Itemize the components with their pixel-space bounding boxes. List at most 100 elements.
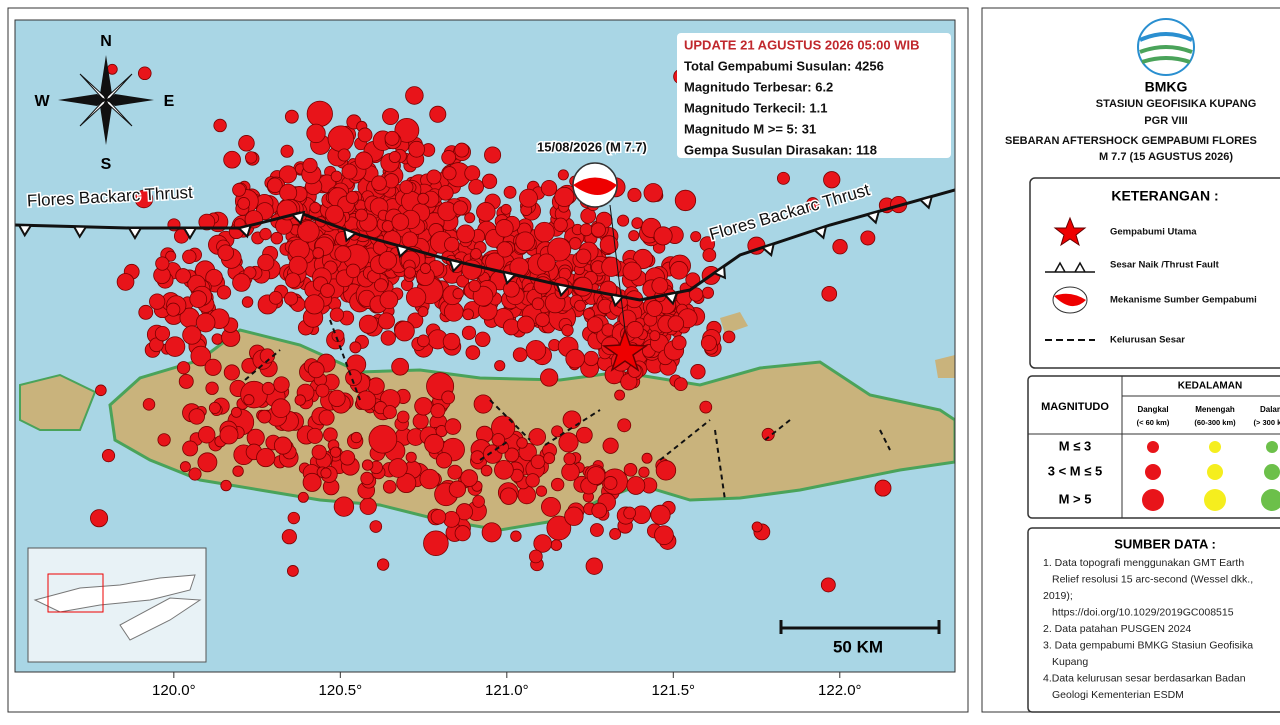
aftershock [318, 409, 335, 426]
aftershock [284, 291, 299, 306]
aftershock [190, 345, 211, 367]
depth-symbol [1147, 441, 1159, 453]
aftershock [241, 296, 254, 308]
island [19, 373, 97, 431]
source-line: https://doi.org/10.1029/2019GC008515 [1052, 606, 1234, 618]
aftershock [217, 244, 235, 261]
thrust-tooth [395, 243, 411, 259]
aftershock [472, 495, 485, 508]
depth-symbol [1266, 441, 1278, 453]
aftershock [455, 503, 473, 521]
sources-title: SUMBER DATA : [1114, 536, 1216, 551]
aftershock [626, 321, 644, 339]
aftershock [823, 171, 841, 189]
aftershock [874, 479, 892, 497]
aftershock [614, 389, 626, 401]
aftershock [448, 480, 467, 498]
aftershock [557, 169, 569, 181]
aftershock [472, 285, 494, 307]
aftershock [435, 452, 453, 469]
legend-beachball [1052, 286, 1088, 314]
thrust-tooth [760, 242, 776, 257]
aftershock [468, 178, 484, 195]
aftershock [494, 360, 506, 372]
aftershock [454, 142, 470, 158]
aftershock [142, 398, 156, 411]
aftershock [599, 235, 619, 254]
aftershock [700, 335, 717, 352]
aftershock [349, 341, 362, 354]
update-line: Magnitudo Terbesar: 6.2 [684, 79, 833, 94]
depth-symbol [1142, 489, 1164, 511]
thrust-tooth [812, 224, 828, 240]
aftershock [306, 427, 323, 444]
aftershock [369, 520, 383, 533]
aftershock [464, 212, 476, 224]
aftershock [341, 163, 358, 180]
magnitude-header: MAGNITUDO [1041, 401, 1109, 413]
aftershock [405, 287, 427, 308]
aftershock [323, 427, 338, 443]
aftershock [462, 308, 474, 321]
aftershock [761, 427, 775, 441]
aftershock [669, 261, 689, 280]
aftershock [401, 231, 419, 249]
aftershock [312, 247, 325, 259]
aftershock [649, 330, 661, 342]
aftershock [654, 525, 674, 546]
aftershock [382, 405, 397, 420]
aftershock [357, 127, 373, 143]
scale-label: 50 KM [833, 637, 883, 656]
aftershock [563, 452, 577, 466]
aftershock [270, 231, 284, 245]
aftershock [285, 272, 301, 289]
aftershock [287, 565, 299, 577]
aftershock [138, 304, 154, 320]
aftershock [575, 426, 593, 444]
aftershock [690, 231, 702, 243]
depth-symbol [1204, 489, 1226, 511]
aftershock [361, 459, 374, 471]
aftershock [461, 325, 477, 340]
update-box [677, 33, 951, 158]
aftershock [179, 461, 191, 473]
island [935, 355, 955, 378]
aftershock [586, 316, 604, 333]
aftershock [562, 410, 582, 430]
aftershock [590, 222, 606, 238]
aftershock [149, 293, 166, 310]
aftershock [205, 268, 223, 287]
source-line: 3. Data gempabumi BMKG Stasiun Geofisika [1043, 639, 1253, 651]
aftershock [667, 315, 685, 332]
region: PGR VIII [1144, 115, 1187, 127]
aftershock [237, 197, 251, 210]
aftershock [243, 394, 255, 406]
aftershock [302, 157, 318, 174]
aftershock [502, 318, 520, 336]
aftershock [651, 277, 669, 295]
aftershock [154, 326, 171, 342]
aftershock [259, 348, 275, 364]
update-line: Magnitudo M >= 5: 31 [684, 121, 816, 136]
aftershock [232, 182, 246, 197]
depth-column: (< 60 km) [1137, 418, 1170, 427]
lon-tick-label: 121.0° [485, 682, 529, 699]
aftershock [454, 525, 471, 542]
aftershock [220, 479, 232, 492]
legend-item: Sesar Naik /Thrust Fault [1110, 260, 1220, 271]
inset-land [33, 574, 196, 613]
aftershock [500, 203, 512, 215]
aftershock [379, 290, 399, 310]
aftershock [543, 452, 556, 465]
aftershock [476, 202, 496, 222]
aftershock [261, 381, 275, 395]
aftershock [474, 331, 491, 348]
source-line: 2. Data patahan PUSGEN 2024 [1043, 623, 1191, 635]
mainshock-label: 15/08/2026 (M 7.7) [537, 139, 647, 154]
aftershock [417, 192, 430, 205]
aftershock [333, 496, 355, 517]
aftershock [443, 301, 464, 322]
aftershock [429, 105, 447, 123]
aftershock [176, 361, 191, 375]
aftershock [284, 109, 299, 124]
